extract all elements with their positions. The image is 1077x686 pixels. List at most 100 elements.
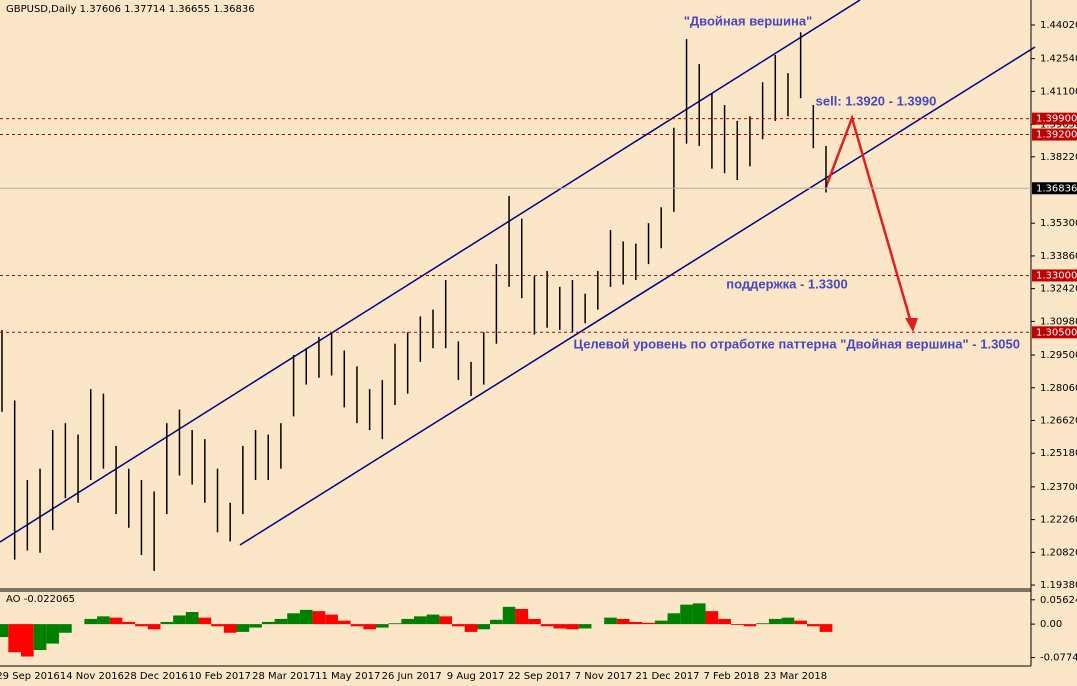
ao-bar: [211, 624, 224, 627]
ao-bar: [566, 624, 579, 630]
y-tick-label: 0.00: [1040, 619, 1062, 630]
ao-bar: [629, 621, 643, 625]
ao-bar: [236, 624, 250, 632]
ao-bar: [363, 624, 376, 630]
ao-bar: [274, 618, 288, 625]
annotation: sell: 1.3920 - 1.3990: [816, 93, 937, 108]
ao-bar: [97, 616, 110, 625]
ao-bar: [464, 624, 478, 632]
ao-bar: [401, 618, 414, 625]
ao-bar: [680, 604, 693, 625]
level-tag: [1032, 269, 1077, 282]
ao-bar: [730, 624, 744, 625]
x-tick-label: 10 Feb 2017: [189, 671, 251, 682]
ao-bar: [375, 624, 389, 628]
ao-bar: [794, 620, 807, 625]
ao-bar: [185, 612, 199, 625]
ao-bar: [84, 618, 98, 625]
y-tick-label: 1.20820: [1040, 547, 1077, 558]
level-tag: [1032, 128, 1077, 141]
ao-bar: [604, 617, 617, 625]
ao-bar: [806, 624, 820, 627]
ao-bar: [515, 608, 529, 625]
x-tick-label: 7 Feb 2018: [704, 671, 760, 682]
ao-bar: [654, 620, 668, 625]
arrow-head: [905, 318, 918, 332]
ao-bar: [692, 603, 706, 625]
y-tick-label: 1.44020: [1040, 20, 1077, 31]
y-tick-label: 1.25180: [1040, 448, 1077, 459]
ao-bar: [160, 621, 174, 625]
ao-bar: [540, 624, 554, 627]
y-tick-label: 1.23700: [1040, 482, 1077, 493]
ao-bar: [325, 614, 338, 625]
level-label: 1.36836: [1036, 183, 1077, 194]
ao-bar: [350, 624, 364, 627]
ao-bar: [743, 624, 757, 627]
y-tick-label: 1.29500: [1040, 350, 1077, 361]
ao-bar: [477, 624, 491, 630]
level-tag: [1032, 326, 1077, 339]
y-tick-label: 1.32420: [1040, 284, 1077, 295]
y-tick-label: 1.42540: [1040, 54, 1077, 65]
level-tag: [1032, 182, 1077, 195]
ao-bar: [439, 616, 453, 625]
x-tick-label: 11 May 2017: [315, 671, 380, 682]
ao-bar: [426, 614, 440, 625]
y-tick-label: 1.33860: [1040, 251, 1077, 262]
ao-bar: [502, 606, 516, 625]
channel-upper: [0, 0, 861, 543]
x-tick-label: 29 Sep 2016: [0, 671, 60, 682]
x-tick-label: 9 Aug 2017: [447, 671, 505, 682]
y-tick-label: 0.056246: [1040, 595, 1077, 606]
ao-bar: [312, 611, 326, 625]
ao-bar: [33, 624, 47, 651]
x-tick-label: 21 Dec 2017: [636, 671, 700, 682]
x-tick-label: 23 Mar 2018: [764, 671, 827, 682]
y-tick-label: -0.077419: [1040, 653, 1077, 664]
ao-bar: [616, 618, 630, 625]
x-tick-label: 28 Mar 2017: [252, 671, 315, 682]
ao-bar: [553, 624, 567, 629]
y-tick-label: 1.38220: [1040, 152, 1077, 163]
x-tick-label: 14 Nov 2016: [60, 671, 124, 682]
x-tick-label: 7 Nov 2017: [575, 671, 633, 682]
chart-title: GBPUSD,Daily 1.37606 1.37714 1.36655 1.3…: [6, 4, 255, 15]
ao-bar: [819, 624, 833, 632]
ao-bar: [388, 623, 402, 625]
ao-bar: [223, 624, 237, 633]
y-tick-label: 1.39650: [1040, 119, 1077, 130]
y-tick-label: 1.41100: [1040, 86, 1077, 97]
forecast-arrow: [824, 114, 914, 327]
ao-bar: [287, 613, 300, 625]
annotation: поддержка - 1.3300: [726, 276, 847, 291]
x-tick-label: 26 Jun 2017: [382, 671, 442, 682]
y-tick-label: 1.19380: [1040, 580, 1077, 591]
ao-bar: [705, 611, 719, 625]
ao-bar: [667, 613, 681, 625]
level-label: 1.30500: [1036, 327, 1077, 338]
ao-bar: [173, 615, 186, 625]
level-tag: [1032, 112, 1077, 125]
ao-bar: [578, 624, 592, 629]
ao-bar: [718, 618, 731, 625]
y-tick-label: 1.26620: [1040, 415, 1077, 426]
ao-bar: [768, 618, 782, 625]
ao-bar: [642, 622, 655, 625]
ao-bar: [528, 618, 541, 625]
ao-bar: [198, 617, 212, 625]
y-tick-label: 1.28060: [1040, 383, 1077, 394]
ao-bar: [261, 621, 275, 625]
x-tick-label: 22 Sep 2017: [508, 671, 571, 682]
ao-bar: [46, 624, 60, 644]
ao-bar: [452, 624, 465, 627]
ao-bar: [414, 616, 427, 625]
ao-bar: [122, 621, 136, 625]
ao-bar: [8, 624, 22, 653]
ao-bar: [0, 624, 9, 638]
x-tick-label: 28 Dec 2016: [124, 671, 188, 682]
ao-bar: [337, 620, 351, 625]
indicator-title: AO -0.022065: [6, 594, 75, 605]
ao-bar: [756, 623, 769, 625]
